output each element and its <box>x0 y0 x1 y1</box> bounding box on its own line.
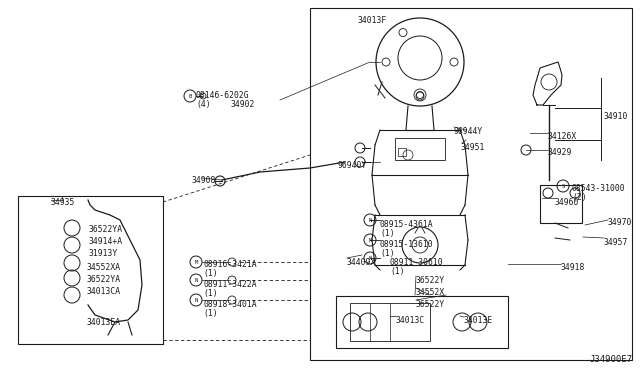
Text: M: M <box>195 260 198 264</box>
Bar <box>398 148 406 156</box>
Text: J34900E7: J34900E7 <box>589 355 632 364</box>
Text: 96940Y: 96940Y <box>338 161 367 170</box>
Text: 36522Y: 36522Y <box>416 300 445 309</box>
Text: (1): (1) <box>203 289 218 298</box>
Text: (1): (1) <box>390 267 404 276</box>
Text: N: N <box>195 278 198 282</box>
Text: 08916-3421A: 08916-3421A <box>203 260 257 269</box>
Text: 08911-30610: 08911-30610 <box>390 258 444 267</box>
Text: 34552X: 34552X <box>416 288 445 297</box>
Text: 34013F: 34013F <box>358 16 387 25</box>
Bar <box>18 196 163 344</box>
Text: B: B <box>188 93 191 99</box>
Text: S: S <box>561 183 564 189</box>
Text: 34951: 34951 <box>461 143 485 152</box>
Text: 34013E: 34013E <box>464 316 493 325</box>
Text: 08146-6202G: 08146-6202G <box>196 91 250 100</box>
Bar <box>336 296 508 348</box>
Text: 34552XA: 34552XA <box>87 263 121 272</box>
Text: 34013EA: 34013EA <box>87 318 121 327</box>
Bar <box>310 8 632 360</box>
Text: (1): (1) <box>380 249 395 258</box>
Text: (1): (1) <box>380 229 395 238</box>
Text: 34929: 34929 <box>548 148 572 157</box>
Text: 34013CA: 34013CA <box>87 287 121 296</box>
Text: N: N <box>369 256 372 260</box>
Text: 34935: 34935 <box>51 198 76 207</box>
Text: 36522YA: 36522YA <box>87 275 121 284</box>
Text: 36522YA: 36522YA <box>89 225 123 234</box>
Text: 34957: 34957 <box>604 238 628 247</box>
Text: 36522Y: 36522Y <box>416 276 445 285</box>
Bar <box>350 303 430 341</box>
Text: 34914+A: 34914+A <box>89 237 123 246</box>
Text: (4): (4) <box>196 100 211 109</box>
Bar <box>395 138 445 160</box>
Text: 08543-31000: 08543-31000 <box>572 184 626 193</box>
Text: 34918: 34918 <box>561 263 586 272</box>
Text: 34409X: 34409X <box>347 258 376 267</box>
Text: 34910: 34910 <box>604 112 628 121</box>
Text: 34908: 34908 <box>192 176 216 185</box>
Text: 31913Y: 31913Y <box>89 249 118 258</box>
Text: 08915-13610: 08915-13610 <box>380 240 434 249</box>
Text: 08915-4361A: 08915-4361A <box>380 220 434 229</box>
Text: N: N <box>195 298 198 302</box>
Text: (1): (1) <box>203 269 218 278</box>
Text: 96944Y: 96944Y <box>454 127 483 136</box>
Text: 34013C: 34013C <box>396 316 425 325</box>
Text: 08911-3422A: 08911-3422A <box>203 280 257 289</box>
Text: 34970: 34970 <box>608 218 632 227</box>
Text: N: N <box>369 218 372 222</box>
Text: 34126X: 34126X <box>548 132 577 141</box>
Text: N: N <box>369 237 372 243</box>
Text: 34960: 34960 <box>555 198 579 207</box>
Text: (1): (1) <box>203 309 218 318</box>
Text: 34902: 34902 <box>231 100 255 109</box>
Text: 08918-3401A: 08918-3401A <box>203 300 257 309</box>
Bar <box>540 185 582 223</box>
Text: (2): (2) <box>572 193 587 202</box>
